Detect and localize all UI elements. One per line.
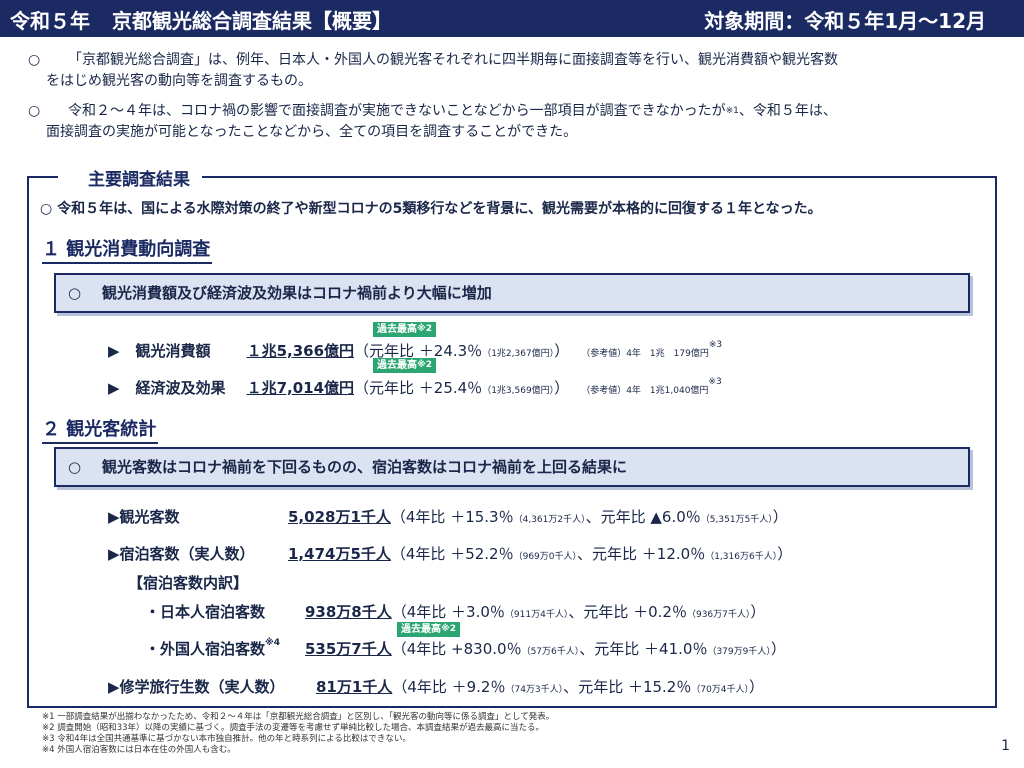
section-heading-consumption: １ 観光消費動向調査 — [42, 238, 213, 264]
consumption-amount-value: １兆5,366億円 — [246, 342, 355, 360]
page-number: 1 — [1001, 738, 1010, 754]
summary-lead: ○ 令和５年は、国による水際対策の終了や新型コロナの5類移行などを背景に、観光需… — [40, 201, 822, 217]
intro-paragraph-1: ○ 「京都観光総合調査」は、例年、日本人・外国人の観光客それぞれに四半期毎に面接… — [28, 52, 838, 89]
section-banner-visitors: ○ 観光客数はコロナ禍前を下回るものの、宿泊客数はコロナ禍前を上回る結果に — [54, 447, 970, 487]
overnight-guests-row: ▶宿泊客数（実人数） 1,474万5千人（4年比 ＋52.2％（969万0千人）、… — [108, 545, 793, 563]
footnote-4: ※4 外国人宿泊客数には日本在住の外国人も含む。 — [42, 745, 236, 755]
visitors-row: ▶観光客数 5,028万1千人（4年比 ＋15.3％（4,361万2千人）、元年比… — [108, 508, 788, 526]
school-trip-row: ▶修学旅行生数（実人数） 81万1千人（4年比 ＋9.2％（74万3千人）、元年比… — [108, 678, 765, 696]
economic-effect-row: ▶ 経済波及効果 １兆7,014億円（元年比 ＋25.4％（1兆3,569億円））（… — [108, 377, 722, 397]
footnotes: ※1 一部調査結果が出揃わなかったため、令和２～４年は「京都観光総合調査」と区別… — [42, 712, 554, 756]
visitors-value: 5,028万1千人 — [288, 508, 391, 526]
overnight-breakdown-label: 【宿泊客数内訳】 — [128, 574, 249, 592]
japanese-overnight-value: 938万8千人 — [305, 603, 392, 621]
record-high-badge: 過去最高※2 — [373, 322, 437, 337]
section-heading-visitors: ２ 観光客統計 — [42, 418, 159, 444]
main-results-title: 主要調査結果 — [58, 165, 202, 190]
section-banner-consumption: ○ 観光消費額及び経済波及効果はコロナ禍前より大幅に増加 — [54, 273, 970, 313]
page-title: 令和５年 京都観光総合調査結果【概要】 — [10, 9, 392, 33]
consumption-amount-row: ▶ 観光消費額 １兆5,366億円（元年比 ＋24.3％（1兆2,367億円）） （参… — [108, 340, 723, 360]
economic-effect-value: １兆7,014億円 — [246, 379, 355, 397]
overnight-guests-value: 1,474万5千人 — [288, 545, 391, 563]
foreign-overnight-value: 535万7千人 — [305, 640, 392, 658]
bullet-circle: ○ — [28, 103, 41, 119]
bullet-circle: ○ — [28, 52, 41, 68]
record-high-badge: 過去最高※2 — [373, 358, 437, 373]
japanese-overnight-row: ・日本人宿泊客数 938万8千人（4年比 ＋3.0％（911万4千人）、元年比 ＋… — [145, 603, 766, 621]
footnote-1: ※1 一部調査結果が出揃わなかったため、令和２～４年は「京都観光総合調査」と区別… — [42, 712, 555, 722]
intro-paragraph-2: ○ 令和２～４年は、コロナ禍の影響で面接調査が実施できないことなどから一部項目が… — [28, 103, 837, 140]
main-results-box — [27, 176, 997, 708]
record-high-badge: 過去最高※2 — [397, 622, 461, 637]
target-period: 対象期間：令和５年1月～12月 — [704, 9, 986, 33]
footnote-3: ※3 令和4年は全国共通基準に基づかない本市独自推計。他の年と時系列による比較は… — [42, 734, 411, 744]
foreign-overnight-row: ・外国人宿泊客数※4 535万7千人（4年比 +830.0％（57万6千人）、元年… — [145, 638, 786, 658]
footnote-2: ※2 調査開始（昭和33年）以降の実績に基づく。調査手法の変遷等を考慮せず単純比… — [42, 723, 545, 733]
header-bar: 令和５年 京都観光総合調査結果【概要】 対象期間：令和５年1月～12月 — [0, 0, 1024, 37]
school-trip-value: 81万1千人 — [316, 678, 393, 696]
